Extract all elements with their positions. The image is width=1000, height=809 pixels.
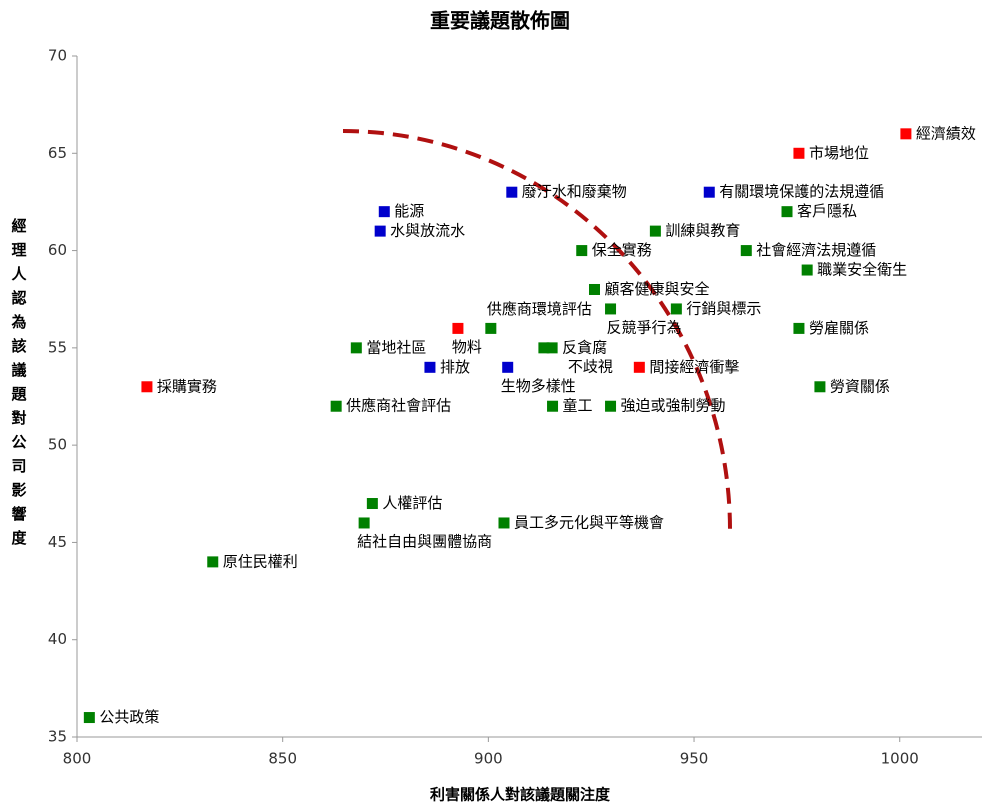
point-label: 員工多元化與平等機會 [514, 513, 664, 531]
point [350, 342, 362, 354]
point [141, 381, 153, 393]
point-label: 強迫或強制勞動 [621, 397, 726, 415]
y-tick-label: 70 [48, 47, 67, 65]
point-label: 供應商社會評估 [346, 397, 451, 415]
point-label: 職業安全衛生 [817, 261, 907, 279]
point-label: 生物多樣性 [501, 377, 576, 395]
point-label: 經濟績效 [916, 124, 976, 142]
point [547, 400, 559, 412]
point-label: 訓練與教育 [665, 222, 740, 240]
x-tick-label: 900 [474, 750, 503, 768]
point [605, 303, 617, 315]
point [814, 381, 826, 393]
point [588, 283, 600, 295]
point-label: 勞雇關係 [809, 319, 869, 337]
point-label: 社會經濟法規遵循 [756, 241, 876, 259]
point [424, 361, 436, 373]
point [546, 342, 558, 354]
point [538, 342, 550, 354]
point [502, 361, 514, 373]
x-axis-label: 利害關係人對該議題關注度 [430, 786, 611, 804]
point [485, 322, 497, 334]
point [740, 245, 752, 257]
point [498, 517, 510, 529]
point [781, 206, 793, 218]
point-label: 保全實務 [592, 241, 652, 259]
point-label: 採購實務 [157, 377, 217, 395]
point [900, 128, 912, 140]
point [366, 498, 378, 510]
threshold-curve [342, 129, 732, 531]
chart-title: 重要議題散佈圖 [430, 9, 570, 33]
point [207, 556, 219, 568]
point-label: 排放 [440, 358, 470, 376]
point [633, 361, 645, 373]
point [506, 186, 518, 198]
x-tick-label: 800 [63, 750, 92, 768]
point [793, 322, 805, 334]
y-tick-label: 60 [48, 241, 67, 259]
y-tick-label: 55 [48, 338, 67, 356]
point [576, 245, 588, 257]
point-label: 不歧視 [568, 357, 613, 375]
x-tick-label: 950 [680, 750, 709, 768]
point-label: 勞資關係 [830, 377, 890, 395]
point-label: 公共政策 [99, 708, 159, 726]
point [83, 712, 95, 724]
point [801, 264, 813, 276]
point [452, 322, 464, 334]
point [330, 400, 342, 412]
point-label: 客戶隱私 [797, 202, 857, 220]
point-label: 有關環境保護的法規遵循 [719, 183, 884, 201]
point [374, 225, 386, 237]
point-label: 反貪腐 [562, 338, 607, 356]
point-label: 廢汙水和廢棄物 [522, 183, 627, 201]
point-label: 物料 [452, 338, 482, 356]
point-label: 行銷與標示 [686, 299, 761, 317]
point-label: 原住民權利 [223, 552, 298, 570]
point-label: 間接經濟衝擊 [649, 358, 739, 376]
point-label: 反競爭行為 [607, 318, 682, 336]
point-label: 市場地位 [809, 144, 869, 162]
point-label: 當地社區 [366, 338, 426, 356]
point-label: 水與放流水 [390, 222, 465, 240]
x-tick-label: 1000 [881, 750, 919, 768]
y-tick-label: 45 [48, 533, 67, 551]
y-tick-label: 35 [48, 728, 67, 746]
x-tick-label: 850 [268, 750, 297, 768]
y-tick-label: 40 [48, 630, 67, 648]
point-label: 童工 [563, 397, 593, 415]
point [670, 303, 682, 315]
point-label: 人權評估 [382, 494, 442, 512]
point-label: 能源 [394, 202, 424, 220]
point [703, 186, 715, 198]
point [649, 225, 661, 237]
y-axis-label: 經理人認為該議題對公司影響度 [10, 217, 28, 554]
point-label: 供應商環境評估 [487, 300, 592, 318]
point-label: 結社自由與團體協商 [357, 532, 492, 550]
y-tick-label: 65 [48, 144, 67, 162]
point [605, 400, 617, 412]
point-label: 顧客健康與安全 [604, 280, 709, 298]
point [793, 147, 805, 159]
point [358, 517, 370, 529]
point [378, 206, 390, 218]
y-tick-label: 50 [48, 436, 67, 454]
